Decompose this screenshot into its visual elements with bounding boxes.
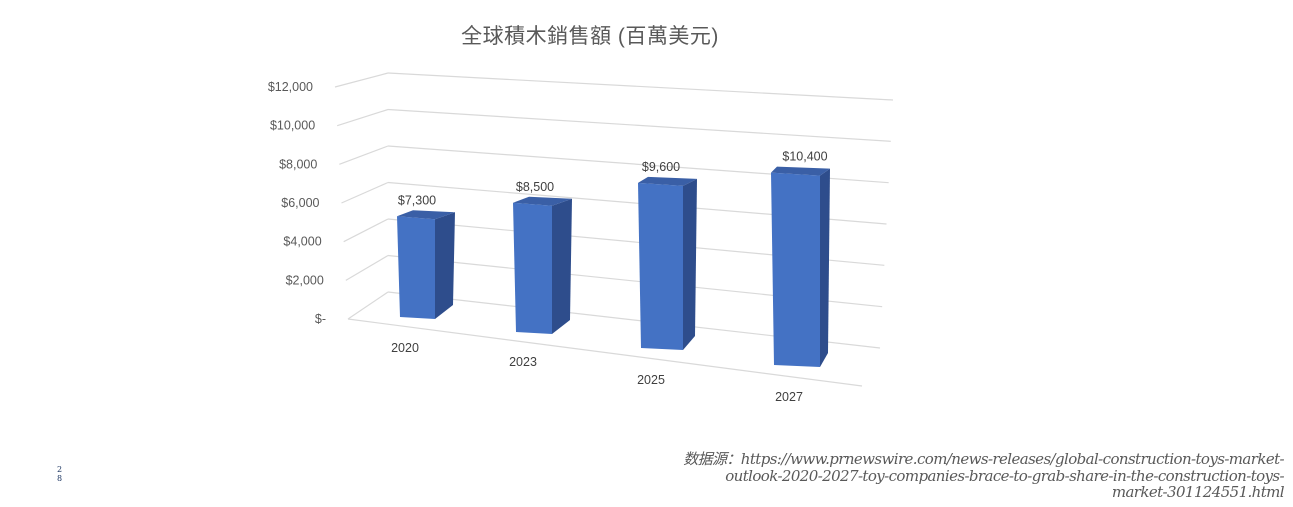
gridline (339, 145, 389, 165)
y-tick-label: $10,000 (270, 119, 315, 133)
gridline (341, 181, 389, 204)
gridline (336, 108, 389, 127)
y-tick-label: $6,000 (281, 196, 319, 210)
x-tick-label: 2020 (391, 341, 419, 355)
gridline (345, 254, 389, 281)
x-axis-tick-labels: 2020 2023 2025 2027 (391, 341, 803, 404)
y-tick-label: $8,000 (279, 157, 317, 171)
y-tick-label: $12,000 (268, 80, 313, 94)
x-tick-label: 2023 (509, 355, 537, 369)
data-label: $9,600 (642, 160, 680, 174)
bar-2020 (397, 210, 455, 319)
y-tick-label: $- (315, 312, 326, 326)
bar-2023 (513, 196, 572, 334)
y-tick-label: $2,000 (286, 273, 324, 287)
gridline (334, 72, 389, 88)
chart-title: 全球積木銷售額 (百萬美元) (461, 25, 719, 48)
bar-2025 (638, 176, 697, 350)
y-tick-label: $4,000 (283, 235, 321, 249)
x-tick-label: 2027 (775, 390, 803, 404)
floor-front-edge (347, 318, 863, 387)
gridline (343, 218, 389, 243)
x-tick-label: 2025 (637, 373, 665, 387)
gridline (387, 108, 891, 142)
bars: $7,300 $8,500 $9,600 $10,400 (397, 150, 830, 367)
data-label: $8,500 (516, 180, 554, 194)
source-line-2: outlook-2020-2027-toy-companies-brace-to… (725, 466, 1284, 485)
data-label: $7,300 (398, 193, 436, 207)
data-label: $10,400 (782, 150, 827, 164)
source-line-3: market-301124551.html (1111, 483, 1285, 501)
source-line-1: 数据源：https://www.prnewswire.com/news-rele… (683, 450, 1284, 468)
gridline (387, 72, 894, 101)
page-number: 2 8 (57, 465, 63, 483)
gridline (347, 291, 389, 320)
source-citation: 数据源：https://www.prnewswire.com/news-rele… (584, 451, 1284, 501)
bar-2027 (771, 166, 830, 367)
y-axis-tick-labels: $- $2,000 $4,000 $6,000 $8,000 $10,000 $12,000 (268, 80, 326, 326)
